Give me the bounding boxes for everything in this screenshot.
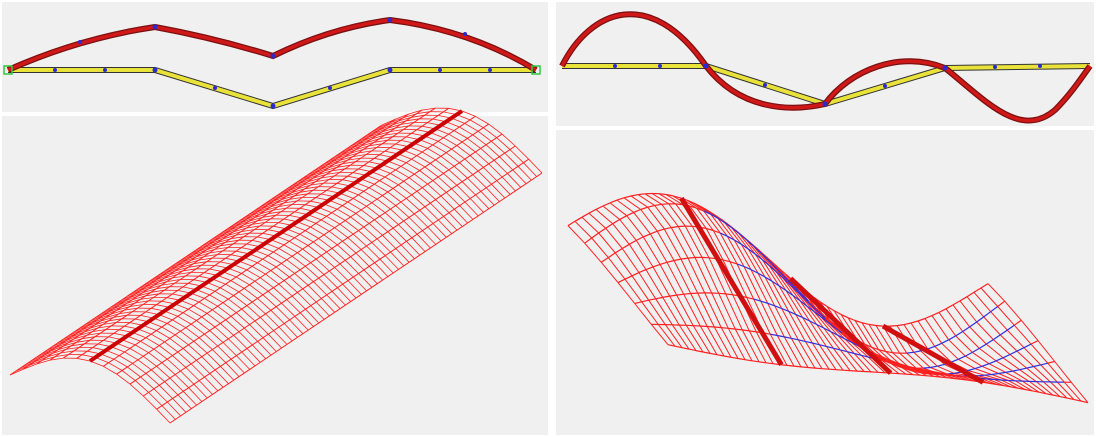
mesh-line	[920, 375, 927, 376]
mesh-line	[707, 327, 714, 328]
node	[53, 68, 57, 72]
mesh-line	[985, 375, 992, 376]
mesh-line	[836, 370, 843, 371]
mesh-line	[684, 294, 691, 295]
mesh-line	[978, 375, 985, 376]
node	[943, 66, 948, 71]
node	[463, 32, 467, 36]
mesh-line	[822, 369, 829, 370]
node	[271, 54, 276, 59]
mesh-line	[659, 194, 666, 195]
mesh-line	[934, 376, 941, 377]
mesh-line	[815, 368, 822, 369]
mesh-line	[719, 293, 726, 294]
mesh-line	[728, 328, 735, 329]
node	[271, 104, 276, 109]
node	[388, 18, 393, 23]
mesh-line	[913, 375, 920, 376]
mesh-line	[638, 194, 645, 195]
node	[213, 86, 217, 90]
node	[388, 68, 393, 73]
mesh-line	[714, 327, 721, 328]
mesh-line	[926, 374, 933, 375]
mesh-line	[941, 377, 948, 378]
node	[328, 86, 332, 90]
page: (() => { const svg = document.getElement…	[0, 0, 1096, 437]
mesh-line	[994, 380, 1001, 381]
mesh-line	[948, 378, 955, 379]
mesh-line	[829, 369, 836, 370]
mesh-line	[890, 326, 897, 327]
mesh-line	[878, 372, 885, 373]
node	[704, 64, 709, 69]
node	[103, 68, 107, 72]
mesh-line	[787, 365, 794, 366]
panel-bottom-left	[2, 116, 548, 435]
node	[153, 68, 158, 73]
mesh-line	[906, 374, 913, 375]
mesh-line	[688, 258, 695, 259]
mesh-line	[794, 366, 801, 367]
node	[78, 40, 82, 44]
mesh-line	[987, 379, 994, 380]
node	[763, 83, 767, 87]
node	[1038, 64, 1042, 68]
mesh-line	[676, 204, 683, 205]
mesh-line	[892, 373, 899, 374]
node	[613, 64, 617, 68]
node	[153, 25, 158, 30]
mesh-line	[700, 326, 707, 327]
mesh-line	[923, 368, 930, 369]
mesh-line	[735, 329, 742, 330]
node	[883, 84, 887, 88]
mesh-line	[955, 379, 962, 380]
mesh-line	[808, 368, 815, 369]
node	[488, 68, 492, 72]
node	[993, 65, 997, 69]
mesh-line	[907, 352, 914, 353]
mesh-line	[927, 376, 934, 377]
mesh-line	[801, 367, 808, 368]
node	[438, 68, 442, 72]
mesh-line	[1001, 380, 1008, 381]
cad-views	[0, 0, 1096, 437]
node	[823, 102, 828, 107]
mesh-line	[662, 204, 669, 205]
mesh-line	[721, 328, 728, 329]
node	[658, 64, 662, 68]
mesh-line	[876, 326, 883, 327]
mesh-line	[850, 371, 857, 372]
mesh-line	[893, 353, 900, 354]
